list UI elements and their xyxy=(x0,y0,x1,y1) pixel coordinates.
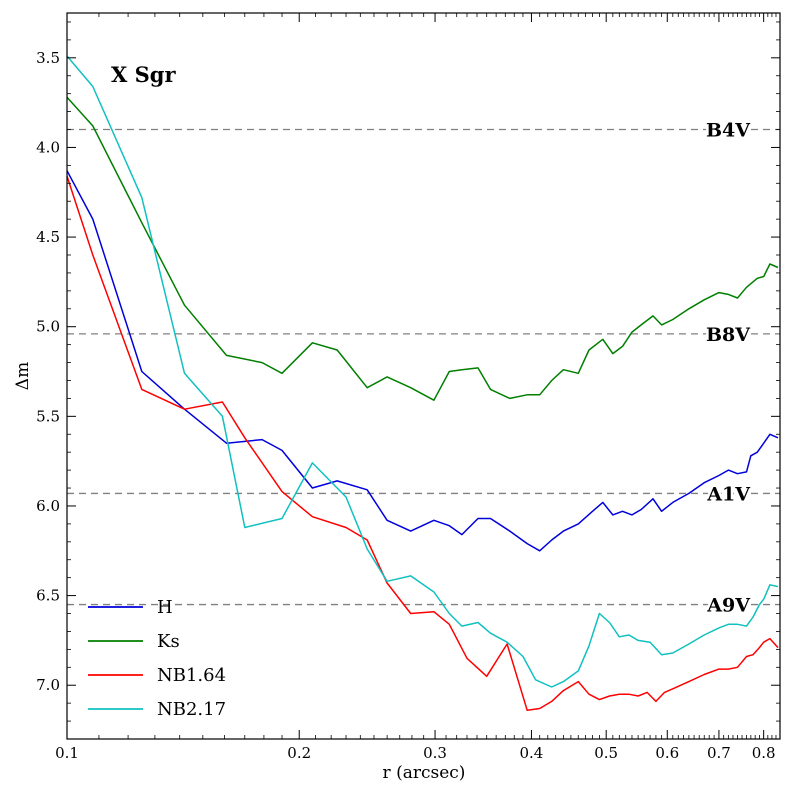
y-tick-label: 6.5 xyxy=(36,587,60,605)
y-axis-label: Δm xyxy=(13,362,33,390)
x-tick-label: 0.7 xyxy=(707,744,731,762)
y-tick-label: 6.0 xyxy=(36,497,60,515)
reference-label-B4V: B4V xyxy=(706,120,751,142)
x-tick-label: 0.4 xyxy=(520,744,544,762)
reference-label-A1V: A1V xyxy=(706,483,751,505)
series-line-H xyxy=(66,170,779,552)
plot-frame xyxy=(66,12,781,740)
series-line-NB1.64 xyxy=(66,175,779,712)
y-tick-label: 3.5 xyxy=(36,49,60,67)
y-tick-label: 7.0 xyxy=(36,676,60,694)
axis-ticks xyxy=(66,13,780,739)
reference-label-B8V: B8V xyxy=(706,324,751,346)
x-tick-label: 0.8 xyxy=(752,744,776,762)
legend-label-Ks: Ks xyxy=(157,631,180,652)
legend-label-NB1.64: NB1.64 xyxy=(157,665,226,686)
reference-label-A9V: A9V xyxy=(706,595,751,617)
x-tick-label: 0.5 xyxy=(594,744,618,762)
x-tick-label: 0.3 xyxy=(423,744,447,762)
y-tick-label: 4.0 xyxy=(36,138,60,156)
series-line-Ks xyxy=(66,96,779,401)
x-axis-label: r (arcsec) xyxy=(383,763,466,783)
series-lines xyxy=(66,55,779,712)
x-tick-label: 0.1 xyxy=(55,744,79,762)
y-tick-label: 5.5 xyxy=(36,407,60,425)
reference-lines xyxy=(67,128,780,606)
y-tick-label: 4.5 xyxy=(36,228,60,246)
legend-label-NB2.17: NB2.17 xyxy=(157,699,226,720)
x-tick-label: 0.6 xyxy=(655,744,679,762)
x-tick-label: 0.2 xyxy=(287,744,311,762)
series-line-NB2.17 xyxy=(66,55,779,688)
reference-labels: B4V B8V A1V A9V xyxy=(703,117,753,619)
y-tick-label: 5.0 xyxy=(36,318,60,336)
legend-label-H: H xyxy=(157,597,173,618)
chart-title: X Sgr xyxy=(111,62,176,87)
legend: H Ks NB1.64 NB2.17 xyxy=(88,597,226,720)
tick-labels: 0.1 0.2 0.3 0.4 0.5 0.6 0.7 0.8 3.5 4.0 4.5 5.0 5.5 6… xyxy=(36,49,775,762)
